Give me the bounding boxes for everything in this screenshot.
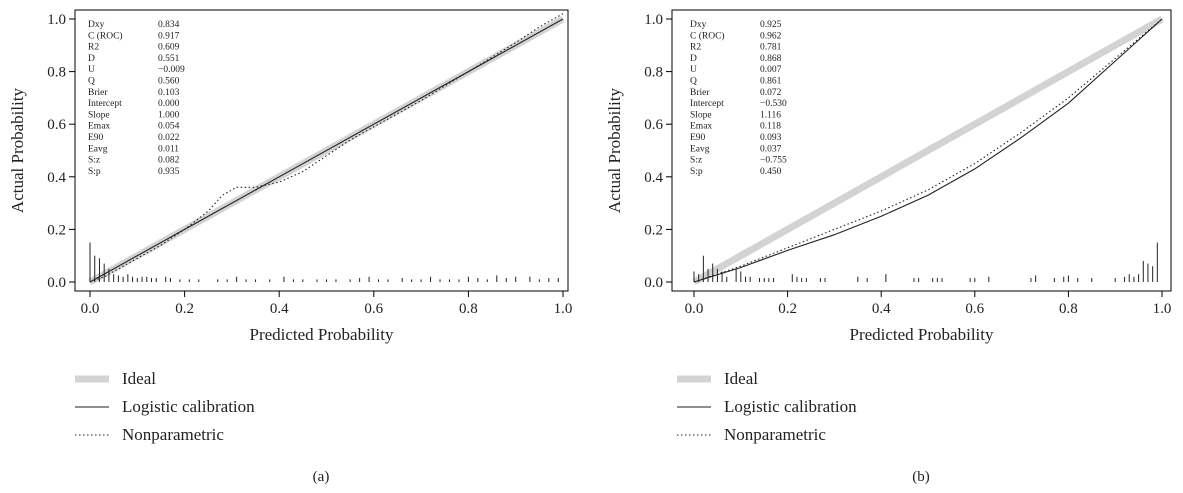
x-tick-label: 0.4 xyxy=(872,301,891,317)
y-tick-label: 0.8 xyxy=(644,65,663,81)
stat-name: Eavg xyxy=(88,144,108,154)
panel-label: (a) xyxy=(313,469,330,485)
stat-value: 0.781 xyxy=(760,43,782,53)
y-tick-label: 1.0 xyxy=(644,12,663,28)
stat-name: Eavg xyxy=(690,144,710,154)
stat-name: Intercept xyxy=(88,99,122,109)
stat-value: 0.118 xyxy=(760,122,781,132)
stat-name: Brier xyxy=(88,88,108,98)
stat-name: Brier xyxy=(690,88,710,98)
stat-value: 0.925 xyxy=(760,20,782,30)
stat-value: 0.082 xyxy=(158,156,180,166)
stat-value: 0.011 xyxy=(158,144,179,154)
stat-value: −0.755 xyxy=(760,156,787,166)
legend-label: Nonparametric xyxy=(122,425,224,444)
stat-value: 0.868 xyxy=(760,54,782,64)
y-tick-label: 1.0 xyxy=(47,12,66,28)
y-tick-label: 0.6 xyxy=(47,117,66,133)
x-tick-label: 0.2 xyxy=(778,301,797,317)
y-tick-label: 0.8 xyxy=(47,65,66,81)
stat-value: 0.007 xyxy=(760,65,782,75)
calibration-panel-2: 0.0 0.2 0.4 0.6 0.8 1.0 0.0 0.2 0.4 0.6 0.8 1.0 Pred… xyxy=(605,10,1171,485)
stat-name: Intercept xyxy=(690,99,724,109)
stat-name: S:z xyxy=(88,156,100,166)
stat-value: 0.917 xyxy=(158,31,180,41)
legend-label: Logistic calibration xyxy=(724,397,857,416)
x-tick-label: 0.2 xyxy=(175,301,194,317)
stat-name: E90 xyxy=(690,133,706,143)
x-tick-label: 0.0 xyxy=(81,301,100,317)
stat-name: U xyxy=(88,65,95,75)
y-tick-label: 0.2 xyxy=(47,222,66,238)
x-tick-label: 0.8 xyxy=(459,301,478,317)
x-tick-label: 0.6 xyxy=(965,301,984,317)
stat-value: 0.834 xyxy=(158,20,180,30)
y-tick-label: 0.4 xyxy=(644,170,663,186)
stat-value: 0.037 xyxy=(760,144,782,154)
stat-name: S:p xyxy=(88,167,101,177)
y-tick-label: 0.4 xyxy=(47,170,66,186)
stat-name: Slope xyxy=(690,110,712,120)
x-tick-label: 0.4 xyxy=(270,301,289,317)
stat-value: 0.551 xyxy=(158,54,180,64)
x-axis-title: Predicted Probability xyxy=(849,325,994,344)
stat-value: 0.450 xyxy=(760,167,782,177)
x-tick-label: 0.6 xyxy=(364,301,383,317)
legend-label: Logistic calibration xyxy=(122,397,255,416)
stat-value: 0.000 xyxy=(158,99,180,109)
x-tick-label: 0.8 xyxy=(1059,301,1078,317)
stat-value: 0.022 xyxy=(158,133,180,143)
y-tick-label: 0.2 xyxy=(644,222,663,238)
legend-label: Nonparametric xyxy=(724,425,826,444)
stat-value: 0.861 xyxy=(760,77,782,87)
y-tick-label: 0.0 xyxy=(644,275,663,291)
stat-value: 0.609 xyxy=(158,43,180,53)
stat-value: 0.054 xyxy=(158,122,180,132)
stat-name: D xyxy=(690,54,697,64)
stat-name: Q xyxy=(690,77,697,87)
x-tick-label: 0.0 xyxy=(685,301,704,317)
stat-name: E90 xyxy=(88,133,104,143)
stat-value: 0.072 xyxy=(760,88,782,98)
y-tick-label: 0.6 xyxy=(644,117,663,133)
stat-value: 0.093 xyxy=(760,133,782,143)
stat-value: −0.009 xyxy=(158,65,185,75)
legend-label: Ideal xyxy=(122,369,156,388)
stat-value: 1.116 xyxy=(760,110,781,120)
stat-name: R2 xyxy=(690,43,701,53)
y-axis-title: Actual Probability xyxy=(8,87,27,213)
legend-label: Ideal xyxy=(724,369,758,388)
stat-name: Dxy xyxy=(690,20,707,30)
stat-value: 0.103 xyxy=(158,88,180,98)
x-tick-label: 1.0 xyxy=(554,301,573,317)
stat-name: Emax xyxy=(690,122,712,132)
stat-value: 1.000 xyxy=(158,110,180,120)
x-tick-label: 1.0 xyxy=(1153,301,1172,317)
x-axis-title: Predicted Probability xyxy=(249,325,394,344)
stat-value: 0.962 xyxy=(760,31,782,41)
stat-name: C (ROC) xyxy=(690,30,725,41)
stat-name: Emax xyxy=(88,122,110,132)
stat-value: 0.560 xyxy=(158,77,180,87)
stat-name: S:z xyxy=(690,156,702,166)
stat-name: R2 xyxy=(88,43,99,53)
stat-name: S:p xyxy=(690,167,703,177)
stat-name: C (ROC) xyxy=(88,30,123,41)
stat-name: Q xyxy=(88,77,95,87)
stat-name: Slope xyxy=(88,110,110,120)
stat-value: −0.530 xyxy=(760,99,787,109)
stat-name: Dxy xyxy=(88,20,105,30)
stat-name: D xyxy=(88,54,95,64)
panel-label: (b) xyxy=(912,469,930,485)
calibration-panel-1: 0.0 0.2 0.4 0.6 0.8 1.0 0.0 0.2 0.4 0.6 0.8 1.0 Pred… xyxy=(8,10,572,485)
y-tick-label: 0.0 xyxy=(47,275,66,291)
stat-name: U xyxy=(690,65,697,75)
stat-value: 0.935 xyxy=(158,167,180,177)
y-axis-title: Actual Probability xyxy=(605,87,624,213)
